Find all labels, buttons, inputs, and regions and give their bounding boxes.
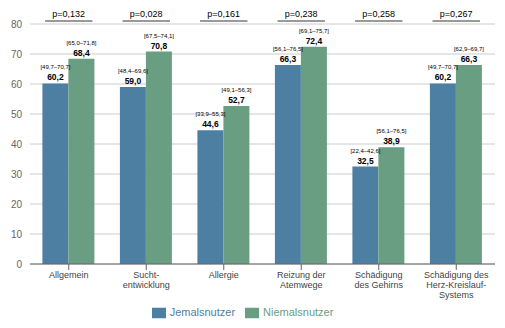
svg-text:p=0,161: p=0,161 <box>207 9 240 19</box>
svg-text:66,3: 66,3 <box>280 54 297 64</box>
svg-text:50: 50 <box>11 109 23 120</box>
svg-text:Sucht-entwicklung: Sucht-entwicklung <box>123 270 170 290</box>
svg-text:40: 40 <box>11 139 23 150</box>
svg-text:70: 70 <box>11 49 23 60</box>
svg-text:[33,9–55,3]: [33,9–55,3] <box>195 111 225 117</box>
svg-text:68,4: 68,4 <box>73 48 90 58</box>
svg-text:[56,1–76,5]: [56,1–76,5] <box>376 128 406 134</box>
svg-text:[48,4–69,6]: [48,4–69,6] <box>118 68 148 74</box>
svg-text:[49,1–56,3]: [49,1–56,3] <box>221 87 251 93</box>
svg-text:66,3: 66,3 <box>461 54 478 64</box>
svg-text:[65,0–71,8]: [65,0–71,8] <box>66 40 96 46</box>
svg-text:[49,7–70,7]: [49,7–70,7] <box>40 64 70 70</box>
svg-text:44,6: 44,6 <box>202 119 219 129</box>
svg-text:10: 10 <box>11 229 23 240</box>
svg-text:52,7: 52,7 <box>228 95 245 105</box>
svg-text:Reizung derAtemwege: Reizung derAtemwege <box>277 270 326 290</box>
svg-text:30: 30 <box>11 169 23 180</box>
svg-text:p=0,258: p=0,258 <box>362 9 395 19</box>
svg-text:[67,5–74,1]: [67,5–74,1] <box>144 33 174 39</box>
svg-text:0: 0 <box>16 259 22 270</box>
svg-text:Schädigung desHerz-Kreislauf-S: Schädigung desHerz-Kreislauf-Systems <box>424 270 489 300</box>
svg-text:p=0,028: p=0,028 <box>130 9 163 19</box>
svg-text:60,2: 60,2 <box>435 72 452 82</box>
svg-text:38,9: 38,9 <box>383 136 400 146</box>
html-text:Jemalsnutzer: Jemalsnutzer <box>169 306 235 318</box>
svg-text:p=0,267: p=0,267 <box>440 9 473 19</box>
svg-text:Schädigungdes Gehirns: Schädigungdes Gehirns <box>354 270 403 290</box>
html-text:Niemalsnutzer: Niemalsnutzer <box>263 306 334 318</box>
svg-text:Allgemein: Allgemein <box>49 270 89 280</box>
svg-text:72,4: 72,4 <box>306 36 323 46</box>
svg-text:[69,1–75,7]: [69,1–75,7] <box>299 28 329 34</box>
svg-text:70,8: 70,8 <box>151 41 168 51</box>
svg-text:[56,1–76,5]: [56,1–76,5] <box>273 46 303 52</box>
svg-text:p=0,132: p=0,132 <box>52 9 85 19</box>
svg-text:20: 20 <box>11 199 23 210</box>
svg-text:p=0,238: p=0,238 <box>285 9 318 19</box>
svg-text:[22,4–42,6]: [22,4–42,6] <box>350 148 380 154</box>
svg-text:59,0: 59,0 <box>125 76 142 86</box>
svg-text:60: 60 <box>11 79 23 90</box>
svg-text:Allergie: Allergie <box>209 270 239 280</box>
svg-text:60,2: 60,2 <box>47 72 64 82</box>
svg-text:[49,7–70,7]: [49,7–70,7] <box>428 64 458 70</box>
svg-text:80: 80 <box>11 19 23 30</box>
svg-text:[62,9–69,7]: [62,9–69,7] <box>454 46 484 52</box>
svg-text:32,5: 32,5 <box>357 156 374 166</box>
